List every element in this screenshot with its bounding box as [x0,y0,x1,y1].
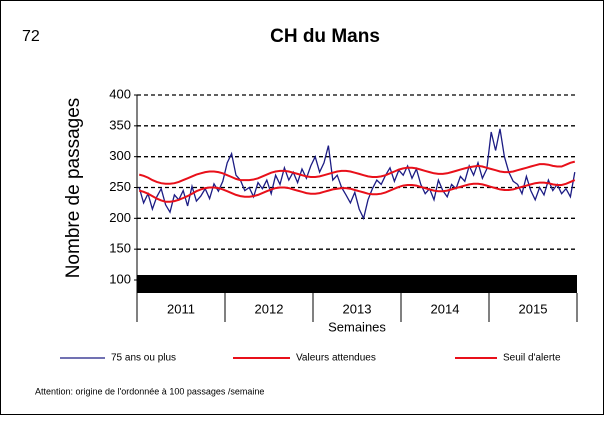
x-axis-label: Semaines [328,319,386,334]
y-tick-label: 400 [109,86,131,101]
y-axis-label: Nombre de passages [63,98,84,279]
y-tick-label: 250 [109,179,131,194]
chart-title: CH du Mans [270,26,380,47]
y-tick-label: 150 [109,241,131,256]
x-group-label: 2013 [343,301,372,316]
x-group-label: 2012 [255,301,284,316]
series-line [138,179,576,203]
corner-label: 72 [22,28,40,45]
legend-label: 75 ans ou plus [111,353,176,364]
legend-label: Valeurs attendues [296,353,376,364]
footnote: Attention: origine de l'ordonnée à 100 p… [35,386,264,396]
legend-label: Seuil d'alerte [503,353,561,364]
y-tick-label: 350 [109,117,131,132]
y-tick-label: 100 [109,271,131,286]
y-tick-label: 300 [109,148,131,163]
x-group-label: 2011 [167,301,195,316]
x-group-label: 2015 [519,301,548,316]
week-tick-band [137,275,577,293]
series-line [138,128,576,221]
series-line [138,160,576,185]
x-group-label: 2014 [431,301,460,316]
y-tick-label: 200 [109,210,131,225]
